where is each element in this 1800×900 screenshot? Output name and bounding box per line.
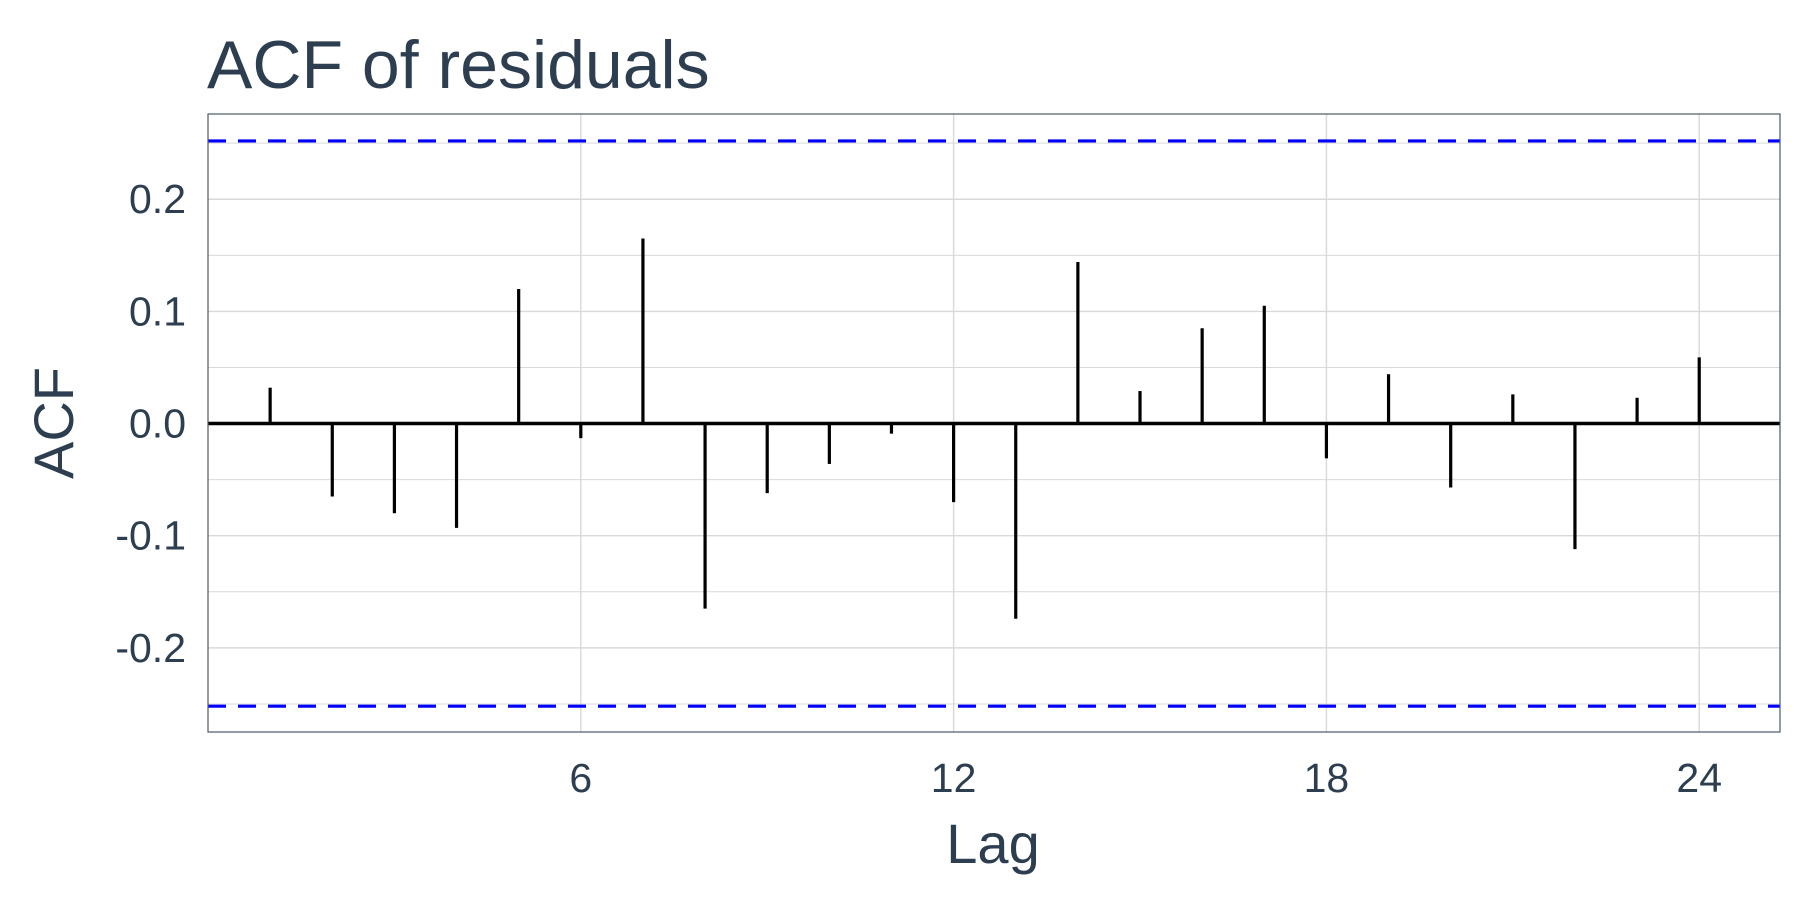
confidence-bounds (208, 139, 1780, 708)
x-tick-label: 24 (1676, 755, 1722, 801)
y-tick-label: -0.2 (115, 625, 186, 671)
x-axis-ticks: 6 12 18 24 (569, 755, 1722, 801)
x-axis-title: Lag (946, 812, 1039, 875)
plot-panel (207, 113, 1781, 733)
x-tick-label: 12 (931, 755, 977, 801)
y-tick-label: 0.2 (129, 176, 186, 222)
acf-bars (268, 238, 1701, 619)
y-axis-ticks: -0.2 -0.1 0.0 0.1 0.2 (115, 176, 186, 671)
y-tick-label: 0.1 (129, 288, 186, 334)
y-axis-title: ACF (22, 367, 85, 479)
y-tick-label: -0.1 (115, 513, 186, 559)
chart-title: ACF of residuals (207, 27, 710, 103)
y-tick-label: 0.0 (129, 401, 186, 447)
x-tick-label: 6 (569, 755, 592, 801)
x-tick-label: 18 (1304, 755, 1350, 801)
